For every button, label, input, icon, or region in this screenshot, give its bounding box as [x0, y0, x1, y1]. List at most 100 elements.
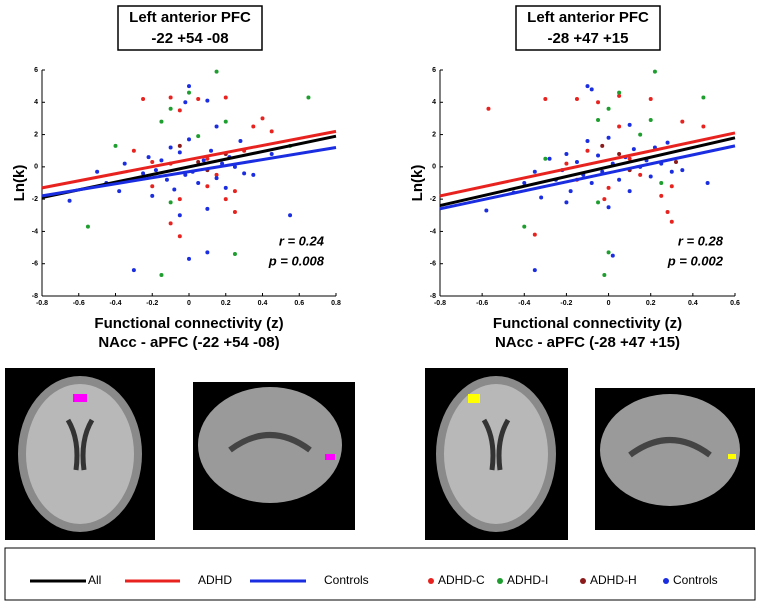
x-tick-label: 0: [607, 300, 611, 307]
scatter-point: [653, 70, 657, 74]
y-tick-label: -6: [430, 261, 436, 268]
scatter-point: [159, 158, 163, 162]
scatter-point: [659, 181, 663, 185]
scatter-point: [86, 225, 90, 229]
x-tick-label: 0.8: [331, 300, 341, 307]
x-tick-label: 0.6: [730, 300, 740, 307]
annotation: p = 0.008: [268, 253, 325, 268]
scatter-point: [196, 181, 200, 185]
scatter-point: [596, 154, 600, 158]
scatter-point: [147, 155, 151, 159]
scatter-point: [628, 123, 632, 127]
scatter-point: [215, 176, 219, 180]
scatter-point: [183, 100, 187, 104]
scatter-point: [670, 184, 674, 188]
scatter-point: [586, 84, 590, 88]
scatter-point: [205, 99, 209, 103]
legend-dot: [497, 578, 503, 584]
scatter-point: [533, 170, 537, 174]
scatter-point: [543, 157, 547, 161]
legend-box: [5, 548, 755, 600]
legend-label: Controls: [673, 573, 718, 587]
scatter-point: [607, 186, 611, 190]
scatter-point: [564, 152, 568, 156]
scatter-point: [159, 120, 163, 124]
scatter-point: [607, 205, 611, 209]
scatter-point: [638, 133, 642, 137]
scatter-point: [172, 187, 176, 191]
x-tick-label: 0.2: [646, 300, 656, 307]
scatter-point: [701, 95, 705, 99]
scatter-point: [607, 250, 611, 254]
scatter-point: [602, 197, 606, 201]
scatter-point: [539, 196, 543, 200]
y-tick-label: 0: [432, 164, 436, 171]
legend-dot: [663, 578, 669, 584]
scatter-point: [215, 125, 219, 129]
regression-line: [440, 138, 735, 206]
roi-blob: [73, 394, 87, 402]
scatter-point: [187, 84, 191, 88]
scatter-point: [169, 107, 173, 111]
scatter-point: [233, 252, 237, 256]
scatter-point: [486, 107, 490, 111]
scatter-point: [596, 200, 600, 204]
scatter-point: [680, 168, 684, 172]
scatter-point: [674, 160, 678, 164]
scatter-point: [306, 95, 310, 99]
y-axis-label: Ln(k): [11, 165, 28, 202]
scatter-point: [169, 145, 173, 149]
scatter-point: [224, 186, 228, 190]
scatter-point: [196, 134, 200, 138]
x-tick-label: -0.2: [146, 300, 158, 307]
scatter-point: [141, 97, 145, 101]
scatter-point: [670, 220, 674, 224]
chart-title: Left anterior PFC: [129, 9, 251, 26]
brain-shape: [26, 384, 134, 524]
scatter-point: [178, 150, 182, 154]
scatter-point: [596, 100, 600, 104]
scatter-point: [178, 213, 182, 217]
x-axis-label: Functional connectivity (z): [94, 315, 283, 332]
y-tick-label: 6: [34, 67, 38, 74]
x-tick-label: 0: [187, 300, 191, 307]
scatter-point: [666, 141, 670, 145]
x-tick-label: 0.2: [221, 300, 231, 307]
x-tick-label: -0.2: [560, 300, 572, 307]
scatter-point: [611, 254, 615, 258]
scatter-point: [569, 189, 573, 193]
scatter-point: [288, 213, 292, 217]
chart-subtitle: -28 +47 +15: [548, 30, 629, 47]
y-tick-label: 4: [34, 99, 38, 106]
x-tick-label: -0.4: [518, 300, 530, 307]
y-tick-label: -2: [32, 196, 38, 203]
scatter-point: [543, 97, 547, 101]
scatter-point: [632, 147, 636, 151]
annotation: r = 0.28: [678, 233, 724, 248]
scatter-point: [159, 273, 163, 277]
brain-shape: [198, 387, 342, 503]
scatter-point: [649, 175, 653, 179]
legend-label: ADHD-H: [590, 573, 637, 587]
scatter-point: [617, 91, 621, 95]
scatter-point: [224, 120, 228, 124]
legend-label: All: [88, 573, 101, 587]
scatter-point: [607, 136, 611, 140]
scatter-point: [178, 108, 182, 112]
scatter-point: [649, 97, 653, 101]
y-tick-label: -2: [430, 196, 436, 203]
scatter-point: [522, 225, 526, 229]
brain-shape: [444, 384, 548, 524]
scatter-point: [649, 118, 653, 122]
scatter-point: [233, 189, 237, 193]
scatter-point: [224, 197, 228, 201]
scatter-point: [575, 97, 579, 101]
scatter-point: [187, 137, 191, 141]
y-axis-label: Ln(k): [409, 165, 426, 202]
scatter-point: [150, 184, 154, 188]
scatter-point: [132, 149, 136, 153]
legend-label: ADHD: [198, 573, 232, 587]
scatter-point: [600, 144, 604, 148]
scatter-point: [132, 268, 136, 272]
scatter-point: [238, 139, 242, 143]
